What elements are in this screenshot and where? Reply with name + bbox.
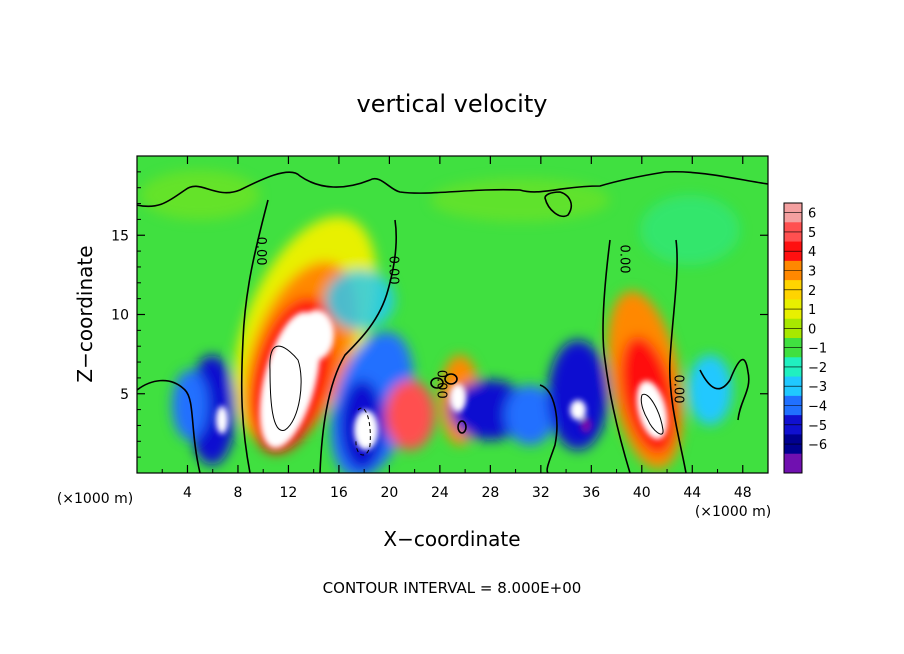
x-tick-label: 36 xyxy=(582,485,600,501)
x-tick-label: 4 xyxy=(183,485,192,501)
contour-labels: 0.00 0.00 0.00 0.00 0.00 xyxy=(253,237,686,404)
x-tick-label: 24 xyxy=(431,485,449,501)
colorbar-label: −6 xyxy=(808,438,827,453)
x-tick-label: 48 xyxy=(734,485,752,501)
x-axis-label: X−coordinate xyxy=(383,527,520,551)
colorbar-label: 2 xyxy=(808,284,816,299)
contour-label: 0.00 xyxy=(671,375,686,404)
colorbar-label: −1 xyxy=(808,342,827,357)
colorbar-frame xyxy=(783,202,803,474)
contour-label: 0.00 xyxy=(253,237,268,266)
x-tick-label: 12 xyxy=(280,485,298,501)
x-tick-label: 32 xyxy=(532,485,550,501)
colorbar-label: 3 xyxy=(808,265,816,280)
y-tick-label: 5 xyxy=(120,387,129,403)
colorbar-label: 0 xyxy=(808,322,816,337)
x-tick-label: 44 xyxy=(683,485,701,501)
colorbar-label: 5 xyxy=(808,226,816,241)
colorbar-label: −5 xyxy=(808,419,827,434)
y-axis-label: Z−coordinate xyxy=(73,245,97,382)
colorbar-label: −4 xyxy=(808,400,827,415)
colorbar-label: −3 xyxy=(808,380,827,395)
y-axis-ticks: 5 10 15 xyxy=(111,171,768,458)
colorbar-swatch xyxy=(784,453,802,474)
colorbar-label: 1 xyxy=(808,303,816,318)
x-tick-label: 40 xyxy=(633,485,651,501)
x-unit-right: (×1000 m) xyxy=(695,504,771,520)
x-tick-label: 8 xyxy=(233,485,242,501)
colorbar-label: 4 xyxy=(808,245,816,260)
chart-title: vertical velocity xyxy=(357,90,548,118)
contour-interval-footer: CONTOUR INTERVAL = 8.000E+00 xyxy=(323,579,582,597)
contour-label: 0.00 xyxy=(433,370,448,399)
contour-label: 0.00 xyxy=(616,245,631,274)
x-tick-label: 28 xyxy=(481,485,499,501)
x-axis-ticks: 4 8 12 16 20 24 28 32 36 40 44 48 xyxy=(161,156,752,501)
colorbar-label: 6 xyxy=(808,207,816,222)
x-tick-label: 16 xyxy=(330,485,348,501)
x-tick-label: 20 xyxy=(380,485,398,501)
y-tick-label: 15 xyxy=(111,228,129,244)
contour-label: 0.00 xyxy=(385,256,400,285)
colorbar: 6 5 4 3 2 1 0 −1 −2 −3 −4 −5 −6 xyxy=(783,202,827,474)
colorbar-label: −2 xyxy=(808,361,827,376)
x-unit-left: (×1000 m) xyxy=(57,491,133,507)
velocity-field: 0.00 0.00 0.00 0.00 0.00 xyxy=(137,156,768,473)
y-tick-label: 10 xyxy=(111,308,129,324)
